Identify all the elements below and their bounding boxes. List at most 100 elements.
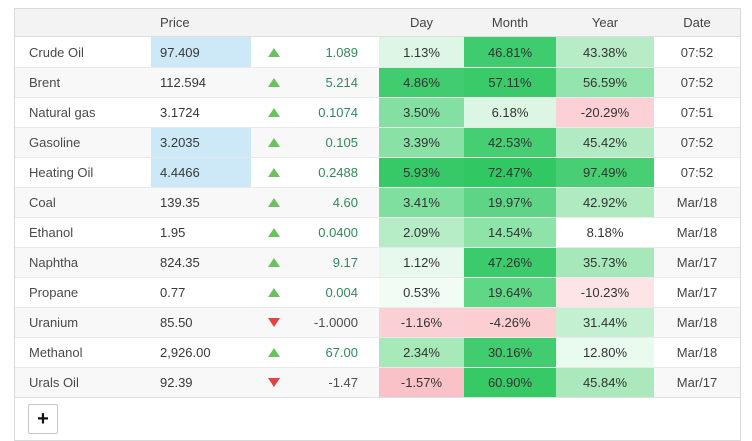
change-value: 0.0400 xyxy=(318,225,358,240)
date-cell: Mar/18 xyxy=(676,225,718,240)
price-value: 4.4466 xyxy=(151,158,251,187)
price-value: 92.39 xyxy=(160,375,193,390)
date-cell: Mar/17 xyxy=(676,285,718,300)
price-value: 3.2035 xyxy=(151,128,251,157)
date-cell: Mar/17 xyxy=(676,375,718,390)
month-percent-cell: 30.16% xyxy=(464,338,556,367)
year-percent-cell: -10.23% xyxy=(556,278,654,307)
month-percent-cell: 42.53% xyxy=(464,128,556,157)
year-percent-cell: 43.38% xyxy=(556,37,654,67)
commodity-name-link[interactable]: Ethanol xyxy=(29,225,74,240)
arrow-cell xyxy=(251,338,297,367)
day-percent-cell: 5.93% xyxy=(379,158,464,187)
up-arrow-icon xyxy=(268,78,280,87)
arrow-cell xyxy=(251,218,297,247)
commodity-name-link[interactable]: Natural gas xyxy=(29,105,96,120)
commodity-name-link[interactable]: Gasoline xyxy=(29,135,81,150)
arrow-cell xyxy=(251,68,297,97)
down-arrow-icon xyxy=(268,378,280,387)
commodity-name-link[interactable]: Crude Oil xyxy=(29,44,84,60)
change-value: 67.00 xyxy=(325,345,358,360)
month-percent-cell: 6.18% xyxy=(464,98,556,127)
year-percent-cell: 56.59% xyxy=(556,68,654,97)
date-cell: Mar/18 xyxy=(676,195,718,210)
commodity-name-link[interactable]: Heating Oil xyxy=(29,165,94,180)
price-value: 112.594 xyxy=(160,75,207,90)
arrow-cell xyxy=(251,278,297,307)
arrow-cell xyxy=(251,37,297,67)
month-percent-cell: 46.81% xyxy=(464,37,556,67)
table-row: Methanol 2,926.00 67.00 2.34% 30.16% 12.… xyxy=(15,337,740,367)
table-row: Crude Oil 97.409 1.089 1.13% 46.81% 43.3… xyxy=(15,37,740,67)
change-value: 0.004 xyxy=(325,285,358,300)
date-cell: Mar/18 xyxy=(676,345,718,360)
date-cell: 07:52 xyxy=(680,135,714,150)
arrow-cell xyxy=(251,308,297,337)
year-percent-cell: 12.80% xyxy=(556,338,654,367)
date-cell: Mar/18 xyxy=(676,315,718,330)
header-arrow-spacer xyxy=(251,9,297,36)
up-arrow-icon xyxy=(268,288,280,297)
price-value: 3.1724 xyxy=(160,105,200,120)
month-percent-cell: 19.97% xyxy=(464,188,556,217)
table-row: Ethanol 1.95 0.0400 2.09% 14.54% 8.18% M… xyxy=(15,217,740,247)
up-arrow-icon xyxy=(268,168,280,177)
arrow-cell xyxy=(251,368,297,397)
up-arrow-icon xyxy=(268,228,280,237)
month-percent-cell: 60.90% xyxy=(464,368,556,397)
table-row: Urals Oil 92.39 -1.47 -1.57% 60.90% 45.8… xyxy=(15,367,740,397)
change-value: 0.2488 xyxy=(318,165,358,180)
day-percent-cell: -1.16% xyxy=(379,308,464,337)
price-value: 824.35 xyxy=(160,255,200,270)
change-value: 5.214 xyxy=(325,75,358,90)
add-commodity-button[interactable]: + xyxy=(28,404,58,434)
price-value: 0.77 xyxy=(160,285,186,300)
header-change-spacer xyxy=(297,9,379,36)
month-percent-cell: 47.26% xyxy=(464,248,556,277)
change-value: 1.089 xyxy=(325,44,358,60)
up-arrow-icon xyxy=(268,47,280,57)
up-arrow-icon xyxy=(268,348,280,357)
table-row: Naphtha 824.35 9.17 1.12% 47.26% 35.73% … xyxy=(15,247,740,277)
year-percent-cell: 45.84% xyxy=(556,368,654,397)
day-percent-cell: 0.53% xyxy=(379,278,464,307)
year-percent-cell: 35.73% xyxy=(556,248,654,277)
day-percent-cell: -1.57% xyxy=(379,368,464,397)
header-name xyxy=(15,9,151,36)
day-percent-cell: 1.12% xyxy=(379,248,464,277)
year-percent-cell: 45.42% xyxy=(556,128,654,157)
commodity-name-link[interactable]: Coal xyxy=(29,195,56,210)
date-cell: 07:51 xyxy=(680,105,714,120)
header-day: Day xyxy=(409,15,434,30)
year-percent-cell: 42.92% xyxy=(556,188,654,217)
table-row: Coal 139.35 4.60 3.41% 19.97% 42.92% Mar… xyxy=(15,187,740,217)
commodity-name-link[interactable]: Uranium xyxy=(29,315,79,330)
arrow-cell xyxy=(251,158,297,187)
commodity-name-link[interactable]: Methanol xyxy=(29,345,83,360)
commodity-name-link[interactable]: Propane xyxy=(29,285,79,300)
table-row: Gasoline 3.2035 0.105 3.39% 42.53% 45.42… xyxy=(15,127,740,157)
commodity-name-link[interactable]: Urals Oil xyxy=(29,375,79,390)
day-percent-cell: 3.39% xyxy=(379,128,464,157)
day-percent-cell: 4.86% xyxy=(379,68,464,97)
change-value: 9.17 xyxy=(332,255,358,270)
table-row: Natural gas 3.1724 0.1074 3.50% 6.18% -2… xyxy=(15,97,740,127)
table-row: Propane 0.77 0.004 0.53% 19.64% -10.23% … xyxy=(15,277,740,307)
date-cell: 07:52 xyxy=(680,165,714,180)
up-arrow-icon xyxy=(268,138,280,147)
month-percent-cell: -4.26% xyxy=(464,308,556,337)
header-month: Month xyxy=(491,15,529,30)
price-value: 2,926.00 xyxy=(160,345,211,360)
up-arrow-icon xyxy=(268,198,280,207)
commodity-name-link[interactable]: Naphtha xyxy=(29,255,79,270)
down-arrow-icon xyxy=(268,318,280,327)
up-arrow-icon xyxy=(268,258,280,267)
table-footer: + xyxy=(15,397,740,440)
month-percent-cell: 72.47% xyxy=(464,158,556,187)
day-percent-cell: 1.13% xyxy=(379,37,464,67)
commodity-name-link[interactable]: Brent xyxy=(29,75,61,90)
date-cell: Mar/17 xyxy=(676,255,718,270)
day-percent-cell: 3.41% xyxy=(379,188,464,217)
arrow-cell xyxy=(251,98,297,127)
header-date: Date xyxy=(683,15,711,30)
